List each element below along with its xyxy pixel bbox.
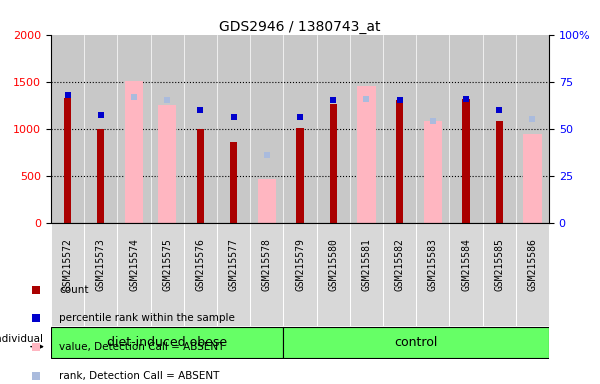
Bar xyxy=(217,223,250,326)
Bar xyxy=(197,129,204,223)
Text: GSM215584: GSM215584 xyxy=(461,238,471,291)
Text: value, Detection Call = ABSENT: value, Detection Call = ABSENT xyxy=(59,342,224,352)
Bar xyxy=(283,327,549,358)
Bar xyxy=(296,128,304,223)
Bar xyxy=(396,101,403,223)
Title: GDS2946 / 1380743_at: GDS2946 / 1380743_at xyxy=(219,20,381,33)
Bar xyxy=(463,99,470,223)
Text: percentile rank within the sample: percentile rank within the sample xyxy=(59,313,235,323)
Bar xyxy=(97,129,104,223)
Text: GSM215580: GSM215580 xyxy=(328,238,338,291)
Bar xyxy=(184,223,217,326)
Text: rank, Detection Call = ABSENT: rank, Detection Call = ABSENT xyxy=(59,371,220,381)
Bar xyxy=(230,142,237,223)
Text: count: count xyxy=(59,285,89,295)
Bar xyxy=(482,223,516,326)
Bar xyxy=(357,86,376,223)
Text: diet-induced obese: diet-induced obese xyxy=(107,336,227,349)
Text: GSM215577: GSM215577 xyxy=(229,238,239,291)
Bar xyxy=(329,104,337,223)
Bar xyxy=(118,223,151,326)
Text: GSM215572: GSM215572 xyxy=(62,238,73,291)
Text: GSM215582: GSM215582 xyxy=(395,238,404,291)
Text: GSM215573: GSM215573 xyxy=(96,238,106,291)
Bar xyxy=(424,121,442,223)
Bar xyxy=(51,223,84,326)
Bar xyxy=(250,223,283,326)
Bar xyxy=(449,223,482,326)
Bar xyxy=(350,223,383,326)
Text: GSM215581: GSM215581 xyxy=(361,238,371,291)
Text: GSM215575: GSM215575 xyxy=(162,238,172,291)
Bar xyxy=(158,105,176,223)
Bar xyxy=(283,223,317,326)
Text: GSM215585: GSM215585 xyxy=(494,238,504,291)
Bar xyxy=(51,327,283,358)
Bar xyxy=(317,223,350,326)
Text: GSM215578: GSM215578 xyxy=(262,238,272,291)
Text: individual: individual xyxy=(0,334,43,344)
Bar xyxy=(84,223,118,326)
Text: GSM215586: GSM215586 xyxy=(527,238,538,291)
Bar xyxy=(125,81,143,223)
Bar xyxy=(523,134,542,223)
Text: GSM215579: GSM215579 xyxy=(295,238,305,291)
Text: GSM215583: GSM215583 xyxy=(428,238,438,291)
Text: GSM215576: GSM215576 xyxy=(196,238,205,291)
Bar xyxy=(496,121,503,223)
Bar xyxy=(257,179,276,223)
Bar xyxy=(516,223,549,326)
Bar xyxy=(383,223,416,326)
Bar xyxy=(151,223,184,326)
Bar xyxy=(416,223,449,326)
Bar xyxy=(64,98,71,223)
Text: control: control xyxy=(395,336,438,349)
Text: GSM215574: GSM215574 xyxy=(129,238,139,291)
